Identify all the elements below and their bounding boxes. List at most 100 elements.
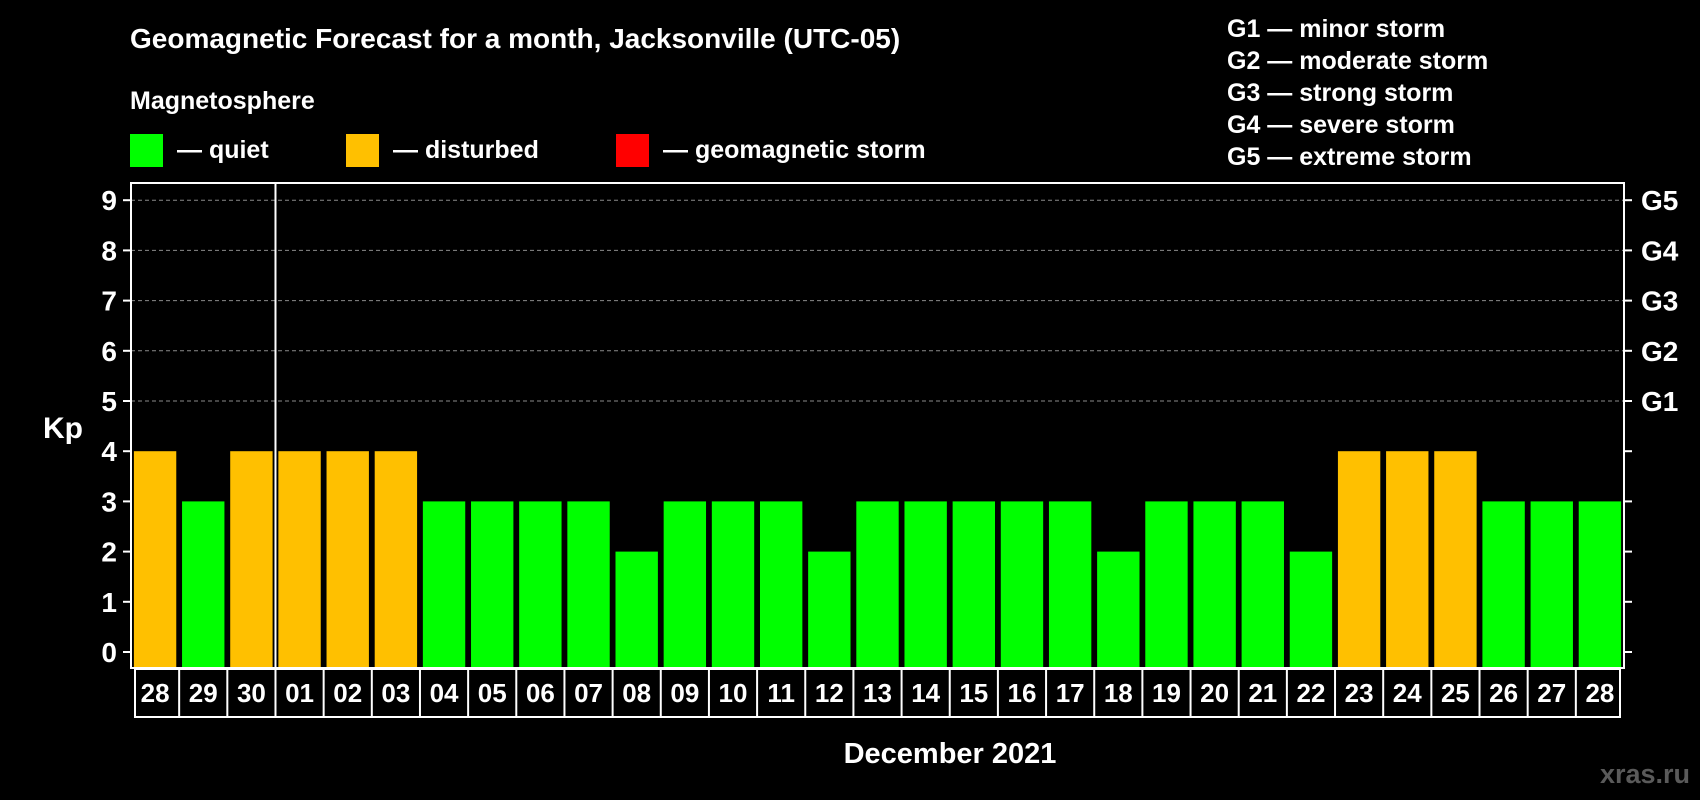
bar [230,451,273,668]
x-tick-label: 16 [1008,678,1037,708]
gridlines [131,199,1624,402]
bar [422,501,466,668]
bar [663,501,707,668]
axes [123,182,1632,718]
bar [952,501,996,668]
bar [1048,501,1092,668]
x-tick-label: 21 [1248,678,1277,708]
bars [133,451,1622,668]
y-tick-label: 2 [101,537,117,568]
legend-swatch [130,134,163,167]
bar [759,501,803,668]
x-tick-label: 05 [478,678,507,708]
legend-label: — quiet [177,136,269,164]
x-tick-labels: 28 29 30 01 02 03 04 05 06 07 08 09 10 11 12 13 14 15 16 17… [141,678,1615,708]
bar [1434,451,1477,668]
bar [1482,501,1525,668]
chart-title: Geomagnetic Forecast for a month, Jackso… [130,23,900,54]
x-tick-label: 11 [767,678,795,708]
bar [1097,551,1140,668]
storm-scale-item: G4 — severe storm [1227,111,1455,139]
bar [1386,451,1429,668]
storm-scale-item: G5 — extreme storm [1227,143,1472,171]
x-tick-label: 07 [574,678,603,708]
x-tick-label: 12 [815,678,844,708]
x-tick-label: 23 [1345,678,1374,708]
bar [1530,501,1573,668]
y-tick-label: 1 [101,587,117,618]
bar [1145,501,1188,668]
bar [326,451,369,668]
right-tick-label: G3 [1641,286,1678,317]
legend-heading: Magnetosphere [130,87,315,115]
bar [856,501,899,668]
x-tick-label: 06 [526,678,555,708]
storm-scale-item: G2 — moderate storm [1227,47,1488,75]
x-tick-label: 04 [430,678,459,708]
bar [1337,451,1381,668]
x-tick-label: 09 [670,678,699,708]
right-tick-label: G5 [1641,185,1678,216]
y-tick-label: 4 [101,436,117,467]
x-tick-label: 22 [1296,678,1325,708]
bar [1578,501,1622,668]
y-axis-label: Kp [43,412,83,445]
x-tick-label: 15 [959,678,988,708]
x-tick-label: 20 [1200,678,1229,708]
x-tick-label: 01 [285,678,314,708]
legend-swatch [616,134,649,167]
date-cells-frame [134,668,1621,718]
x-tick-label: 02 [333,678,362,708]
x-tick-label: 28 [1585,678,1614,708]
bar [133,451,177,668]
y-tick-label: 5 [101,386,117,417]
x-tick-label: 25 [1441,678,1470,708]
legend-item: — disturbed [346,134,539,167]
x-tick-label: 10 [719,678,748,708]
bar [808,551,851,668]
legend-swatch [346,134,379,167]
x-tick-label: 24 [1393,678,1422,708]
bar [711,501,755,668]
bar [1193,501,1236,668]
bar [374,451,418,668]
y-tick-label: 7 [101,286,117,317]
legend-item: — quiet [130,134,269,167]
bar [471,501,514,668]
bar [182,501,225,668]
x-tick-label: 13 [863,678,892,708]
storm-scale-item: G3 — strong storm [1227,79,1453,107]
x-tick-label: 03 [381,678,410,708]
y-tick-label: 8 [101,235,117,266]
x-tick-label: 29 [189,678,218,708]
storm-scale-list: G1 — minor storm G2 — moderate storm G3 — … [1227,15,1488,171]
x-tick-label: 19 [1152,678,1181,708]
x-tick-label: 17 [1056,678,1085,708]
x-tick-label: 30 [237,678,266,708]
bar [278,451,321,668]
x-axis-label: December 2021 [844,738,1057,770]
bar [1000,501,1044,668]
x-tick-label: 28 [141,678,170,708]
watermark: xras.ru [1600,759,1690,789]
x-tick-label: 27 [1537,678,1566,708]
right-tick-label: G4 [1641,235,1679,266]
x-tick-label: 18 [1104,678,1133,708]
y-tick-label: 3 [101,486,117,517]
x-tick-label: 26 [1489,678,1518,708]
legend: — quiet — disturbed — geomagnetic storm [130,134,926,167]
x-tick-label: 08 [622,678,651,708]
y-tick-label: 0 [101,637,117,668]
y-tick-label: 6 [101,336,117,367]
right-tick-label: G2 [1641,336,1678,367]
bar [567,501,610,668]
y-tick-labels: 0 1 2 3 4 5 6 7 8 9 [101,185,117,668]
bar [904,501,947,668]
storm-scale-item: G1 — minor storm [1227,15,1445,43]
bar [1289,551,1333,668]
legend-label: — disturbed [393,136,539,164]
bar [1241,501,1284,668]
right-tick-label: G1 [1641,386,1678,417]
legend-item: — geomagnetic storm [616,134,926,167]
